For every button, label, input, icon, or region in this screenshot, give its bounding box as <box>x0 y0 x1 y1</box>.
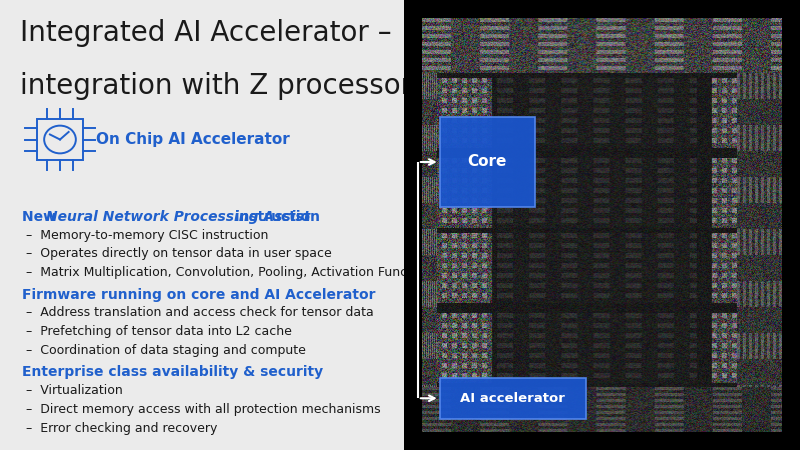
Text: –  Address translation and access check for tensor data: – Address translation and access check f… <box>26 306 374 320</box>
Text: –  Virtualization: – Virtualization <box>26 384 123 397</box>
Text: Core: Core <box>467 154 507 170</box>
Text: Neural Network Processing Assist: Neural Network Processing Assist <box>46 210 310 224</box>
Text: New: New <box>22 210 61 224</box>
Bar <box>440 117 534 207</box>
Text: Enterprise class availability & security: Enterprise class availability & security <box>22 365 323 379</box>
Text: –  Coordination of data staging and compute: – Coordination of data staging and compu… <box>26 344 306 357</box>
Text: Integrated AI Accelerator –: Integrated AI Accelerator – <box>20 19 392 47</box>
Bar <box>37 119 83 160</box>
Text: instruction: instruction <box>230 210 320 224</box>
Text: integration with Z processor cores: integration with Z processor cores <box>20 72 496 100</box>
Text: –  Direct memory access with all protection mechanisms: – Direct memory access with all protecti… <box>26 403 381 416</box>
Bar <box>440 378 586 419</box>
Text: AI accelerator: AI accelerator <box>461 392 566 405</box>
Text: –  Error checking and recovery: – Error checking and recovery <box>26 422 218 435</box>
Text: –  Operates directly on tensor data in user space: – Operates directly on tensor data in us… <box>26 248 332 261</box>
Text: –  Matrix Multiplication, Convolution, Pooling, Activation Functions: – Matrix Multiplication, Convolution, Po… <box>26 266 438 279</box>
Text: Firmware running on core and AI Accelerator: Firmware running on core and AI Accelera… <box>22 288 376 302</box>
Text: –  Memory-to-memory CISC instruction: – Memory-to-memory CISC instruction <box>26 229 269 242</box>
Text: On Chip AI Accelerator: On Chip AI Accelerator <box>96 132 290 147</box>
Text: –  Prefetching of tensor data into L2 cache: – Prefetching of tensor data into L2 cac… <box>26 325 292 338</box>
